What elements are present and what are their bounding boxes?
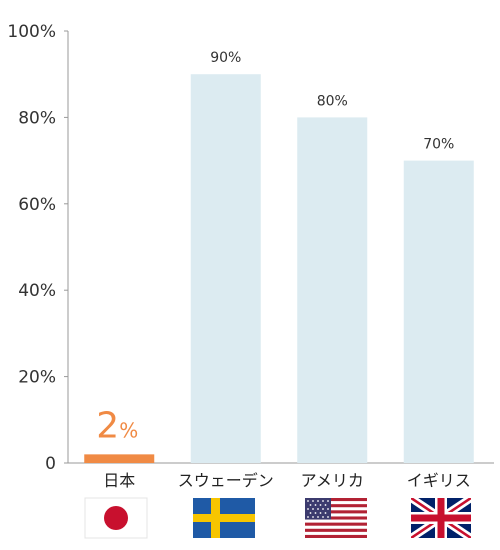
value-label: 90% — [210, 50, 241, 66]
y-tick-label: 0 — [45, 454, 56, 474]
category-label: 日本 — [103, 471, 135, 490]
bar — [84, 454, 155, 463]
bar — [403, 160, 474, 463]
bar — [297, 117, 368, 464]
y-tick-label: 60% — [18, 195, 56, 215]
value-label: 2% — [96, 405, 138, 446]
japan-flag — [84, 497, 148, 539]
uk-flag — [411, 498, 471, 538]
bar — [190, 74, 261, 463]
y-tick-label: 40% — [18, 281, 56, 301]
category-label: イギリス — [407, 471, 471, 490]
sweden-flag — [193, 498, 255, 538]
y-axis: 0 20% 40% 60% 80% 100% — [7, 22, 494, 474]
category-label: スウェーデン — [178, 471, 274, 490]
category-label: アメリカ — [301, 471, 364, 490]
y-tick-label: 80% — [18, 108, 56, 128]
value-label: 80% — [317, 93, 348, 109]
y-tick-label: 20% — [18, 368, 56, 388]
bars — [84, 74, 474, 464]
labels: 日本 2% スウェーデン 90% アメリカ 80% イギリス 70% — [96, 50, 470, 490]
value-label-number: 2 — [96, 405, 119, 446]
y-tick-label: 100% — [7, 22, 56, 42]
usa-flag — [305, 498, 367, 538]
value-label-unit: % — [119, 418, 138, 442]
value-label: 70% — [423, 137, 454, 153]
